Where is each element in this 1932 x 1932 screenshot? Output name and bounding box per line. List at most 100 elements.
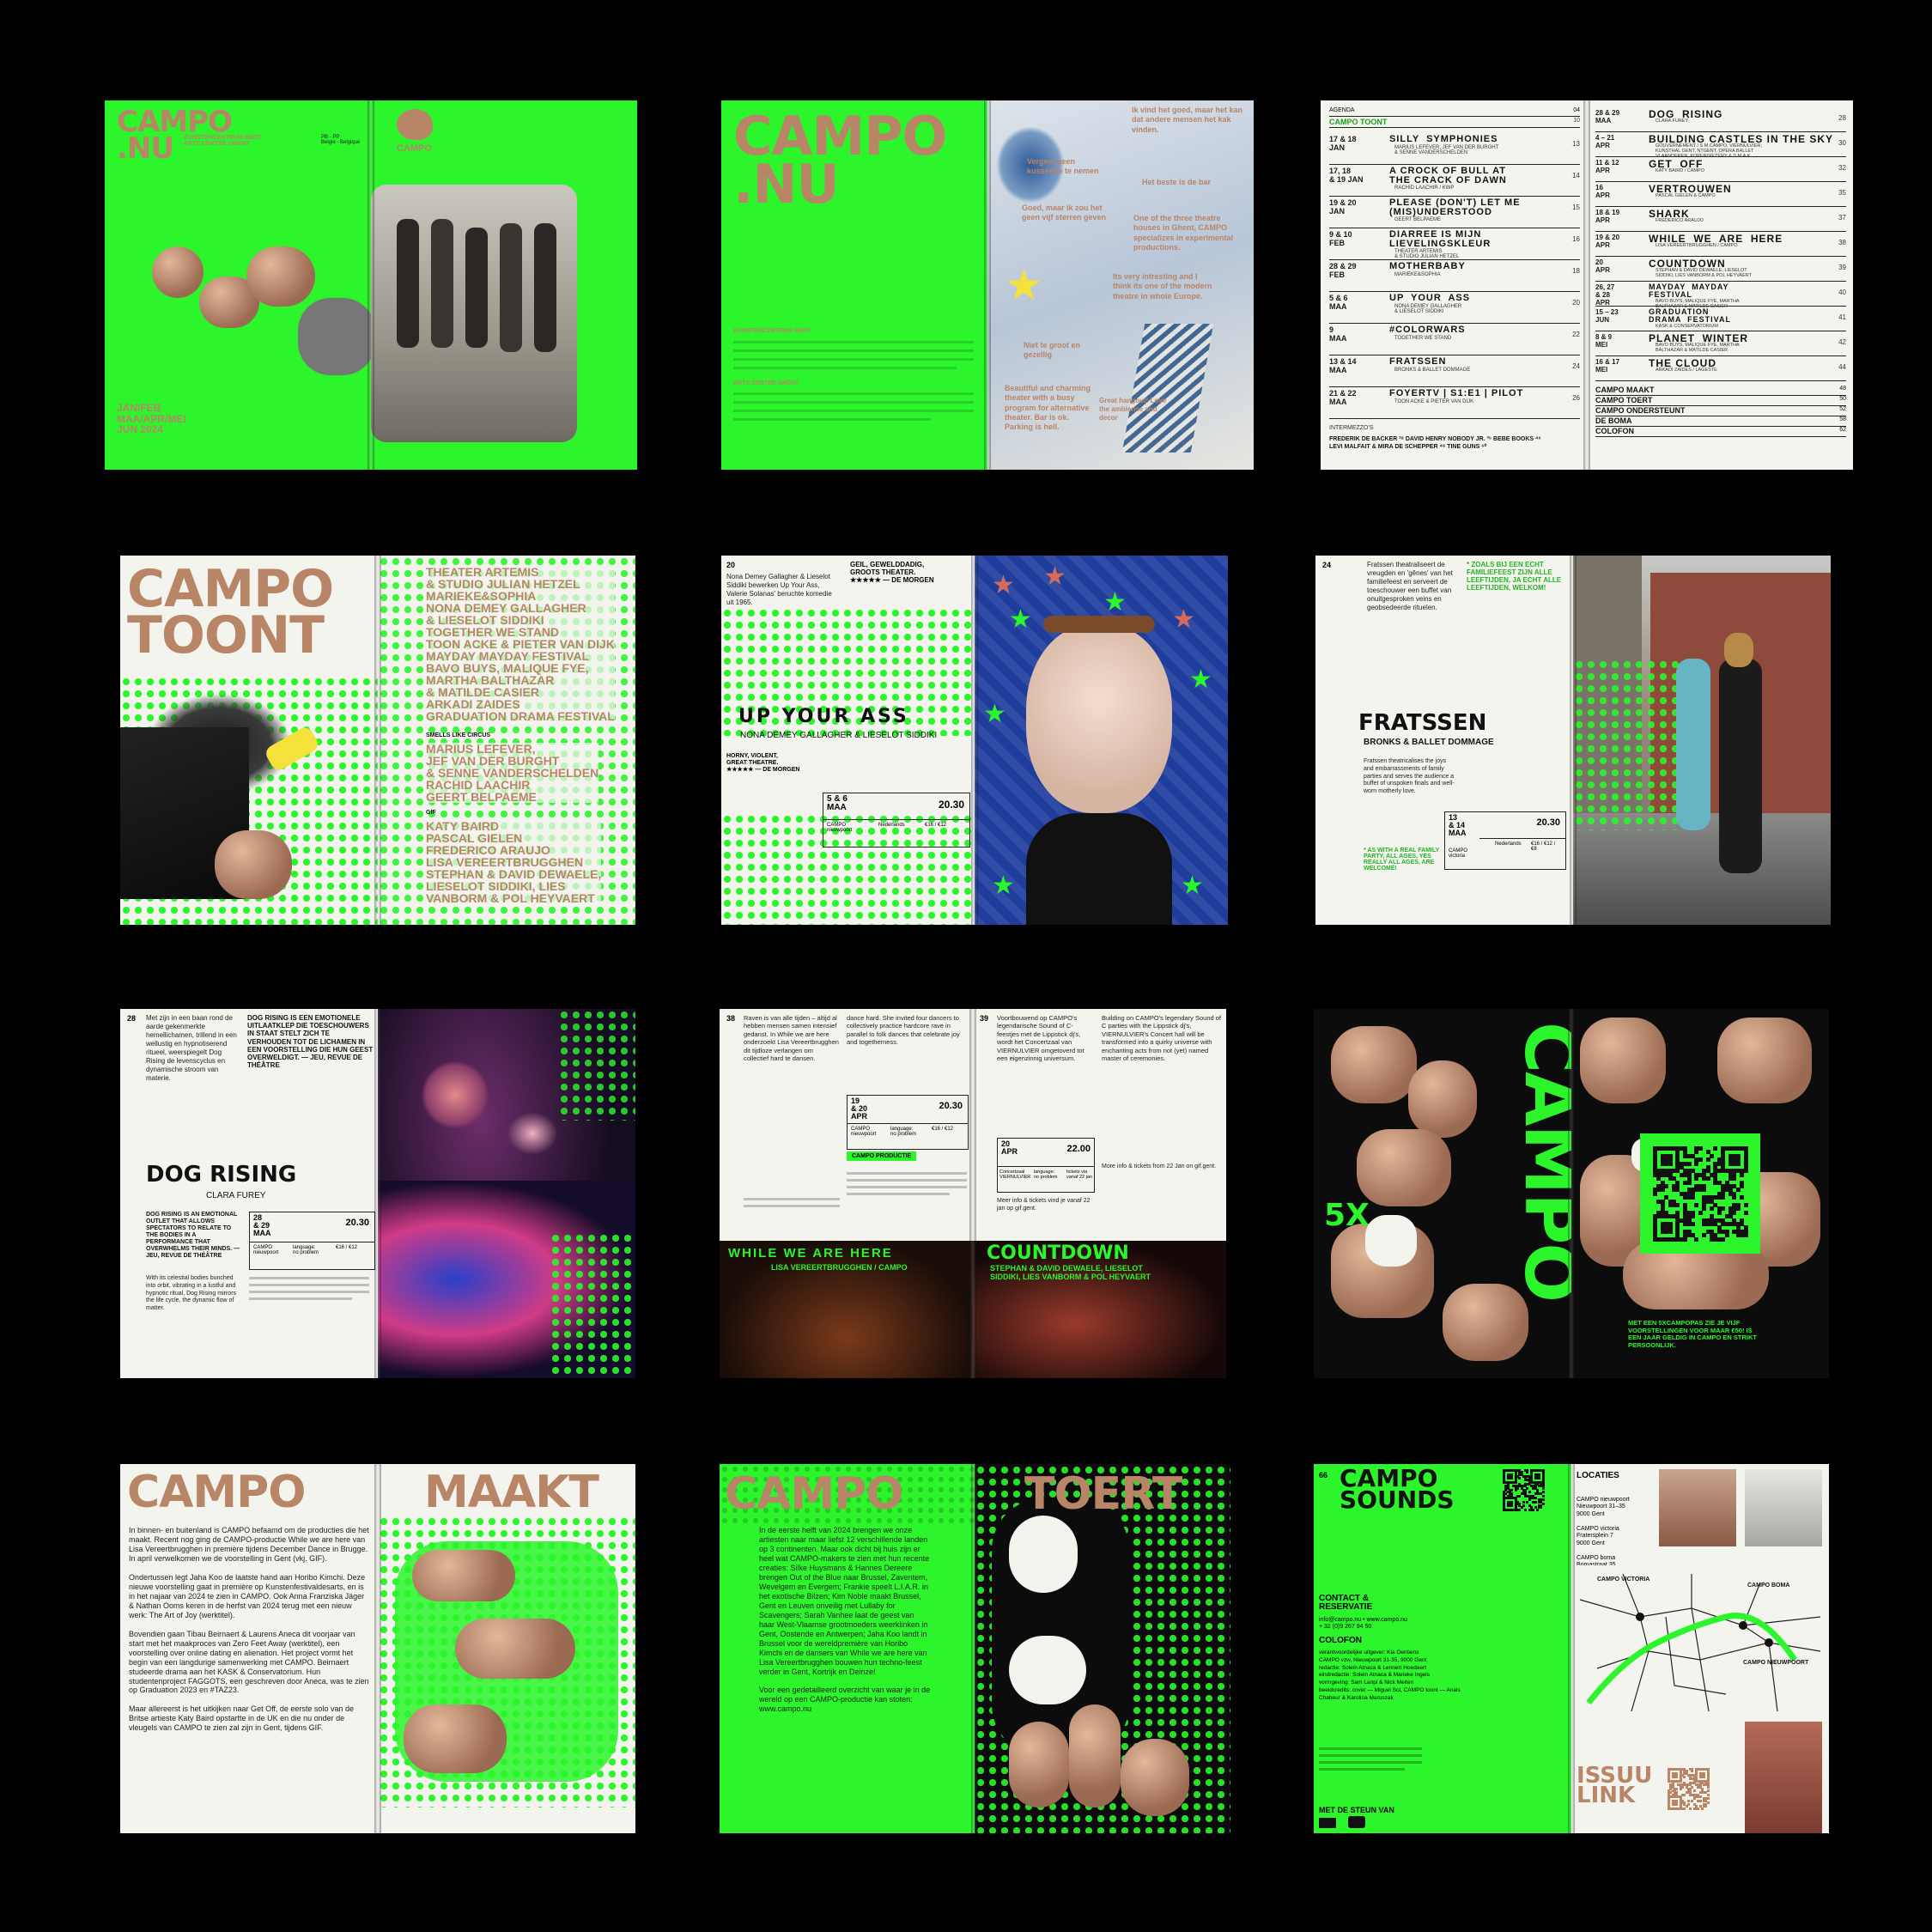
- spread-fratssen[interactable]: 24 Fratssen theatraliseert de vreugden e…: [1315, 556, 1831, 925]
- qr-module: [1656, 1176, 1662, 1182]
- qr-code[interactable]: [1503, 1469, 1545, 1511]
- issuu-qr-code[interactable]: [1668, 1768, 1710, 1810]
- qr-module: [1671, 1776, 1674, 1779]
- qr-module: [1675, 1203, 1680, 1207]
- qr-module: [1506, 1480, 1510, 1484]
- qr-module: [1698, 1791, 1702, 1795]
- qr-module: [1528, 1508, 1531, 1511]
- info-text-en: More info & tickets from 22 Jan on gif.g…: [1102, 1163, 1217, 1170]
- text-line: [733, 401, 974, 404]
- spread-campo-toert[interactable]: CAMPO In de eerste helft van 2024 brenge…: [720, 1464, 1230, 1833]
- qr-module: [1679, 1146, 1684, 1151]
- qr-module: [1702, 1206, 1707, 1212]
- qr-module: [1710, 1229, 1714, 1234]
- qr-module: [1532, 1486, 1535, 1490]
- qr-module: [1675, 1225, 1680, 1230]
- qr-module: [1681, 1799, 1684, 1802]
- qr-module: [1671, 1785, 1674, 1789]
- qr-module: [1675, 1165, 1680, 1170]
- copper-blob: [1408, 1060, 1477, 1138]
- qr-module: [1683, 1195, 1688, 1200]
- show-title: DOG RISING: [146, 1162, 297, 1188]
- qr-module: [1710, 1172, 1714, 1177]
- qr-module: [1535, 1492, 1539, 1496]
- spread-campo-toont[interactable]: CAMPO TOONT THEATER ARTEMIS & STUDIO JUL…: [120, 556, 635, 925]
- price: €16 / €12 / €8: [1531, 841, 1556, 852]
- qr-module: [1510, 1497, 1514, 1499]
- agenda-title: A CROCK OF BULL AT THE CRACK OF DAWN: [1389, 166, 1507, 185]
- qr-module: [1510, 1502, 1514, 1505]
- show-text: Fratssen theatraliseert de vreugden en '…: [1367, 561, 1454, 611]
- qr-module: [1713, 1172, 1718, 1177]
- qr-module: [1691, 1153, 1695, 1158]
- spread-campo-maakt[interactable]: CAMPO In binnen- en buitenland is CAMPO …: [120, 1464, 635, 1833]
- qr-code[interactable]: [1653, 1146, 1748, 1242]
- qr-module: [1514, 1502, 1517, 1505]
- qr-module: [1669, 1779, 1673, 1783]
- qr-module: [1706, 1797, 1710, 1801]
- qr-module: [1541, 1477, 1545, 1480]
- agenda-date: 13 & 14 MAA: [1329, 357, 1357, 374]
- qr-module: [1503, 1473, 1505, 1476]
- qr-module: [1504, 1486, 1508, 1490]
- qr-module: [1664, 1169, 1669, 1174]
- spread-up-your-ass[interactable]: 20 Nona Demey Gallagher & Lieselot Siddi…: [721, 556, 1228, 925]
- agenda-date: 28 & 29 MAA: [1595, 109, 1620, 125]
- spread-5x-campo[interactable]: 5X CAMPO MET EEN 5XCAMPOPAS ZIE JE VIJF …: [1314, 1009, 1829, 1378]
- qr-module: [1653, 1233, 1657, 1238]
- qr-module: [1724, 1229, 1729, 1234]
- support-heading: MET DE STEUN VAN: [1319, 1806, 1394, 1814]
- qr-module: [1653, 1188, 1657, 1193]
- qr-module: [1732, 1195, 1737, 1200]
- spine: [984, 100, 991, 470]
- spread-intro-reviews[interactable]: CAMPO .NU KUNSTENCENTRUM GENT ARTS CENTR…: [721, 100, 1254, 470]
- qr-module: [1697, 1799, 1700, 1802]
- spread-agenda[interactable]: AGENDA 04 CAMPO TOONT 10 17 & 18 JAN SILLY …: [1321, 100, 1853, 470]
- agenda-row: 9 & 10 FEB DIARREE IS MIJN LIEVELINGSKLEU…: [1329, 228, 1580, 260]
- qr-module: [1503, 1480, 1505, 1484]
- qr-module: [1522, 1488, 1525, 1492]
- spread-colofon[interactable]: 66 CAMPO SOUNDS CONTACT & RESERVATIE inf…: [1314, 1464, 1829, 1833]
- campo-sounds-title: CAMPO SOUNDS: [1340, 1464, 1455, 1515]
- qr-module: [1530, 1508, 1533, 1511]
- qr-module: [1524, 1508, 1528, 1511]
- qr-module: [1683, 1783, 1686, 1787]
- qr-module: [1526, 1494, 1529, 1498]
- qr-module: [1538, 1485, 1541, 1488]
- toc-row: CAMPO MAAKT 48: [1595, 386, 1846, 396]
- qr-module: [1528, 1494, 1531, 1498]
- qr-module: [1660, 1169, 1665, 1174]
- spread-while-countdown[interactable]: 38 Raven is van alle tijden – altijd al …: [720, 1009, 1226, 1378]
- qr-module: [1541, 1485, 1545, 1488]
- agenda-page: 16: [1572, 235, 1580, 243]
- qr-module: [1686, 1214, 1692, 1219]
- qr-module: [1510, 1469, 1514, 1472]
- qr-module: [1668, 1795, 1670, 1798]
- qr-module: [1669, 1807, 1673, 1810]
- qr-module: [1679, 1795, 1682, 1798]
- qr-module: [1697, 1793, 1700, 1796]
- qr-module: [1698, 1783, 1702, 1787]
- spread-cover[interactable]: CAMPO .NU KUNSTENCENTRUM GENT ARTS CENTR…: [105, 100, 637, 470]
- qr-module: [1538, 1506, 1541, 1510]
- agenda-date: 19 & 20 JAN: [1329, 198, 1357, 216]
- spread-dog-rising[interactable]: 28 Met zijn in een baan rond de aarde ge…: [120, 1009, 635, 1378]
- table-divider: [848, 1123, 968, 1124]
- issuu-link-label: ISSUU LINK: [1577, 1763, 1653, 1809]
- qr-module: [1673, 1768, 1676, 1771]
- qr-module: [1695, 1807, 1698, 1810]
- qr-module: [1512, 1508, 1516, 1511]
- agenda-date: 9 & 10 FEB: [1329, 230, 1352, 247]
- qr-module: [1686, 1791, 1690, 1795]
- qr-module: [1705, 1157, 1710, 1163]
- qr-module: [1660, 1225, 1665, 1230]
- qr-module: [1672, 1236, 1676, 1242]
- qr-module: [1664, 1195, 1669, 1200]
- red-star-icon: ★: [1172, 605, 1195, 634]
- qr-module: [1671, 1801, 1674, 1804]
- language: language: no problem: [293, 1245, 319, 1255]
- qr-module: [1692, 1795, 1696, 1798]
- qr-module: [1671, 1803, 1674, 1807]
- agenda-artists: CLARA FUREY: [1656, 118, 1689, 124]
- qr-module: [1686, 1161, 1692, 1166]
